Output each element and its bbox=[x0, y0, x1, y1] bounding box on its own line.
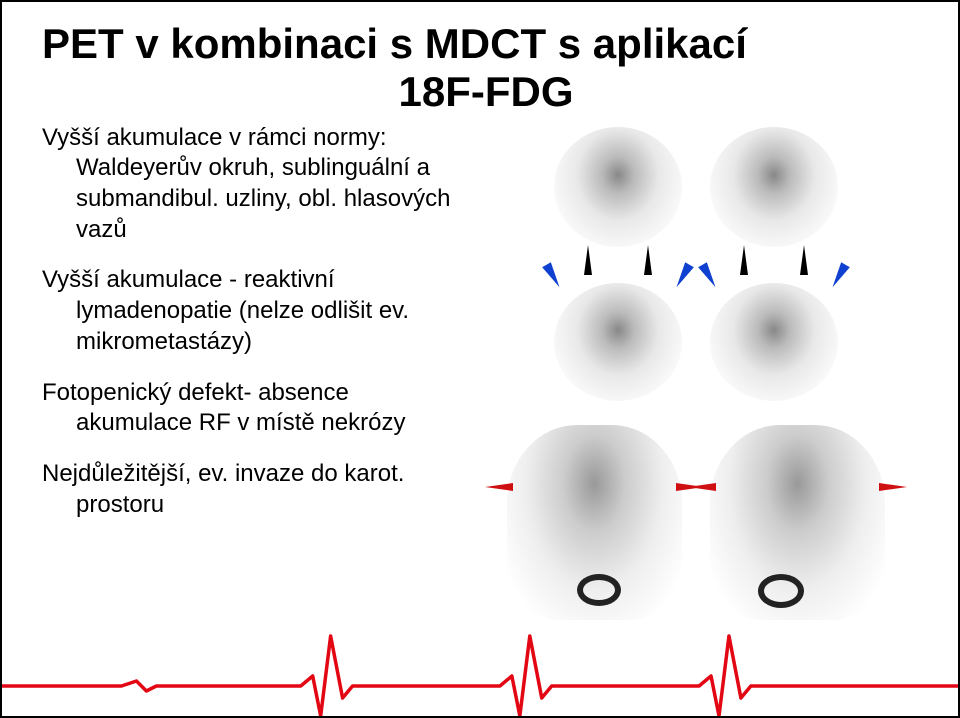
dark-ring-icon bbox=[577, 574, 621, 606]
content-row: Vyšší akumulace v rámci normy: Waldeyerů… bbox=[42, 123, 930, 620]
scan-column bbox=[462, 123, 930, 620]
scan-row-1 bbox=[554, 127, 838, 247]
paragraph-4: Nejdůležitější, ev. invaze do karot. pro… bbox=[42, 459, 452, 520]
arrow-black-icon bbox=[800, 245, 808, 275]
paragraph-1: Vyšší akumulace v rámci normy: Waldeyerů… bbox=[42, 123, 452, 246]
dark-ring-icon bbox=[758, 574, 804, 608]
arrow-blue-icon bbox=[542, 262, 564, 290]
title-line-2: 18F-FDG bbox=[42, 68, 930, 116]
scan-row-3 bbox=[507, 425, 885, 620]
arrow-red-icon bbox=[688, 483, 716, 491]
arrow-red-icon bbox=[485, 483, 513, 491]
slide-title: PET v kombinaci s MDCT s aplikací 18F-FD… bbox=[42, 20, 930, 117]
para4-text: Nejdůležitější, ev. invaze do karot. pro… bbox=[76, 459, 452, 520]
slide-frame: PET v kombinaci s MDCT s aplikací 18F-FD… bbox=[0, 0, 960, 718]
para3-text: Fotopenický defekt- absence akumulace RF… bbox=[76, 378, 452, 439]
scan-torso-3a bbox=[507, 425, 682, 620]
paragraph-2: Vyšší akumulace - reaktivní lymadenopati… bbox=[42, 265, 452, 357]
scan-torso-3b bbox=[710, 425, 885, 620]
arrow-black-icon bbox=[644, 245, 652, 275]
arrow-black-icon bbox=[584, 245, 592, 275]
arrow-blue-icon bbox=[698, 262, 720, 290]
arrow-blue-icon bbox=[828, 262, 850, 290]
arrow-red-icon bbox=[879, 483, 907, 491]
scan-row-2 bbox=[554, 283, 838, 401]
ecg-path bbox=[2, 636, 958, 716]
para1-heading: Vyšší akumulace v rámci normy: bbox=[42, 124, 387, 151]
scan-head-1a bbox=[554, 127, 682, 247]
paragraph-3: Fotopenický defekt- absence akumulace RF… bbox=[42, 378, 452, 439]
arrow-blue-icon bbox=[672, 262, 694, 290]
arrow-black-icon bbox=[740, 245, 748, 275]
para1-body: Waldeyerův okruh, sublinguální a submand… bbox=[76, 153, 452, 245]
ecg-waveform-icon bbox=[2, 626, 958, 716]
scan-head-1b bbox=[710, 127, 838, 247]
text-column: Vyšší akumulace v rámci normy: Waldeyerů… bbox=[42, 123, 462, 620]
para2-text: Vyšší akumulace - reaktivní lymadenopati… bbox=[76, 265, 452, 357]
scan-head-2b bbox=[710, 283, 838, 401]
title-line-1: PET v kombinaci s MDCT s aplikací bbox=[42, 20, 747, 67]
scan-head-2a bbox=[554, 283, 682, 401]
